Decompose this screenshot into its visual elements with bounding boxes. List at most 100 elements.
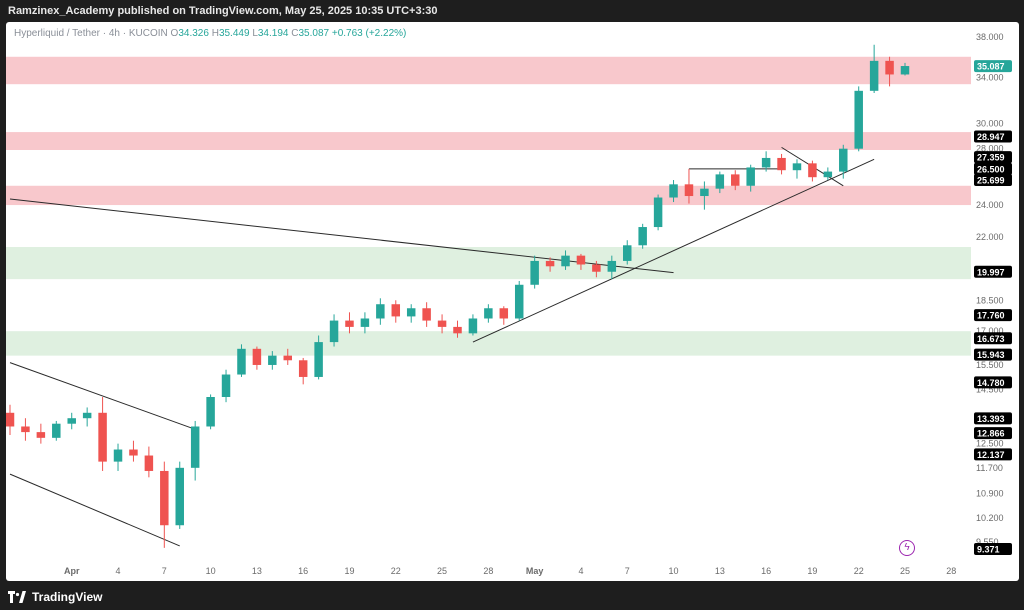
x-tick-label-6: 19 (344, 566, 354, 576)
x-tick-label-16: 19 (807, 566, 817, 576)
x-tick-label-14: 13 (715, 566, 725, 576)
x-tick-label-8: 25 (437, 566, 447, 576)
candle-body-13 (206, 396, 215, 427)
x-tick-label-13: 10 (669, 566, 679, 576)
resistance-zone-0 (6, 56, 971, 85)
price-label-bg-12 (974, 448, 1012, 461)
candle-body-14 (221, 374, 231, 397)
price-label-1: 28.947 (977, 132, 1005, 142)
candle-body-45 (700, 188, 709, 197)
candle-body-39 (607, 260, 617, 272)
trendline-2 (9, 473, 180, 547)
candle-body-4 (67, 418, 76, 424)
candle-body-25 (391, 304, 401, 317)
lightning-icon[interactable]: ϟ (899, 540, 915, 556)
ohlc-legend: Hyperliquid / Tether · 4h · KUCOIN O34.3… (14, 28, 406, 39)
candle-body-50 (777, 157, 786, 171)
x-tick-label-18: 25 (900, 566, 910, 576)
high-label: H (211, 28, 219, 39)
publisher-text: Ramzinex_Academy published on TradingVie… (8, 5, 438, 17)
candle-body-23 (360, 318, 370, 327)
chart-panel[interactable]: 38.000 34.000 30.000 28.000 24.000 22.000 18.5… (6, 22, 1019, 581)
x-tick-label-0: Apr (64, 566, 80, 576)
x-tick-label-11: 4 (578, 566, 583, 576)
candle-body-6 (98, 412, 107, 462)
open-value: 34.326 (178, 28, 209, 39)
candle-body-38 (592, 264, 601, 272)
x-tick-label-4: 13 (252, 566, 262, 576)
price-label-bg-5 (974, 265, 1012, 278)
candle-body-35 (545, 260, 555, 267)
candle-body-43 (669, 184, 678, 198)
price-label-5: 19.997 (977, 267, 1005, 277)
y-tick-label-8: 15.500 (976, 360, 1004, 370)
candle-body-12 (190, 426, 200, 468)
price-label-4: 25.699 (977, 176, 1005, 186)
price-label-bg-2 (974, 151, 1012, 164)
candle-body-31 (484, 308, 493, 319)
price-label-13: 9.371 (977, 545, 1000, 555)
footer-brand[interactable]: TradingView (8, 590, 102, 604)
x-tick-label-10: May (526, 566, 544, 576)
candle-body-32 (499, 308, 509, 319)
x-tick-label-9: 28 (483, 566, 493, 576)
candle-body-37 (576, 255, 586, 265)
candle-body-0 (6, 412, 15, 427)
candle-body-46 (715, 174, 725, 189)
candle-body-20 (314, 342, 323, 377)
x-tick-label-2: 7 (162, 566, 167, 576)
candle-body-56 (869, 60, 879, 91)
candle-body-21 (329, 320, 339, 343)
candle-body-41 (638, 227, 647, 246)
y-tick-label-13: 10.200 (976, 513, 1004, 523)
candle-body-30 (468, 318, 478, 334)
x-tick-label-1: 4 (116, 566, 121, 576)
price-label-0: 35.087 (977, 62, 1005, 72)
y-tick-label-6: 18.500 (976, 295, 1004, 305)
price-label-bg-10 (974, 412, 1012, 425)
candle-body-52 (808, 163, 817, 178)
x-tick-label-5: 16 (298, 566, 308, 576)
x-tick-label-7: 22 (391, 566, 401, 576)
candle-body-10 (160, 470, 169, 526)
low-value: 34.194 (257, 28, 289, 39)
price-label-bg-0 (974, 60, 1012, 73)
resistance-zone-1 (6, 132, 971, 150)
candle-body-54 (839, 148, 848, 172)
candle-body-58 (900, 66, 910, 75)
candle-body-22 (345, 320, 354, 327)
price-label-10: 13.393 (977, 414, 1005, 424)
y-tick-label-4: 24.000 (976, 200, 1004, 210)
candle-body-5 (82, 412, 92, 419)
price-label-bg-6 (974, 309, 1012, 322)
x-tick-label-12: 7 (625, 566, 630, 576)
close-label: C (291, 28, 299, 39)
price-label-6: 17.760 (977, 311, 1005, 321)
candle-body-47 (731, 174, 740, 186)
change-value: +0.763 (+2.22%) (331, 28, 407, 39)
candle-body-2 (36, 432, 46, 438)
candle-body-51 (792, 163, 802, 171)
price-label-bg-1 (974, 130, 1012, 143)
candle-body-17 (268, 355, 277, 365)
brand-name: TradingView (32, 590, 103, 604)
x-tick-label-15: 16 (761, 566, 771, 576)
candle-body-27 (422, 308, 431, 321)
price-label-bg-9 (974, 376, 1012, 389)
high-value: 35.449 (218, 28, 250, 39)
price-label-3: 26.500 (977, 164, 1005, 174)
candle-body-55 (854, 90, 863, 149)
y-tick-label-14: 9.550 (976, 537, 999, 547)
candle-body-8 (129, 449, 138, 456)
candle-body-29 (453, 326, 462, 334)
candlestick-chart[interactable]: 38.000 34.000 30.000 28.000 24.000 22.000 18.5… (6, 22, 1019, 581)
candle-body-34 (530, 260, 539, 285)
candle-body-48 (746, 167, 755, 186)
price-label-bg-4 (974, 174, 1012, 187)
x-tick-label-19: 28 (946, 566, 956, 576)
candle-body-1 (21, 426, 30, 433)
price-label-11: 12.866 (977, 429, 1005, 439)
price-label-2: 27.359 (977, 153, 1005, 163)
price-label-8: 15.943 (977, 350, 1005, 360)
y-tick-label-9: 14.500 (976, 384, 1004, 394)
